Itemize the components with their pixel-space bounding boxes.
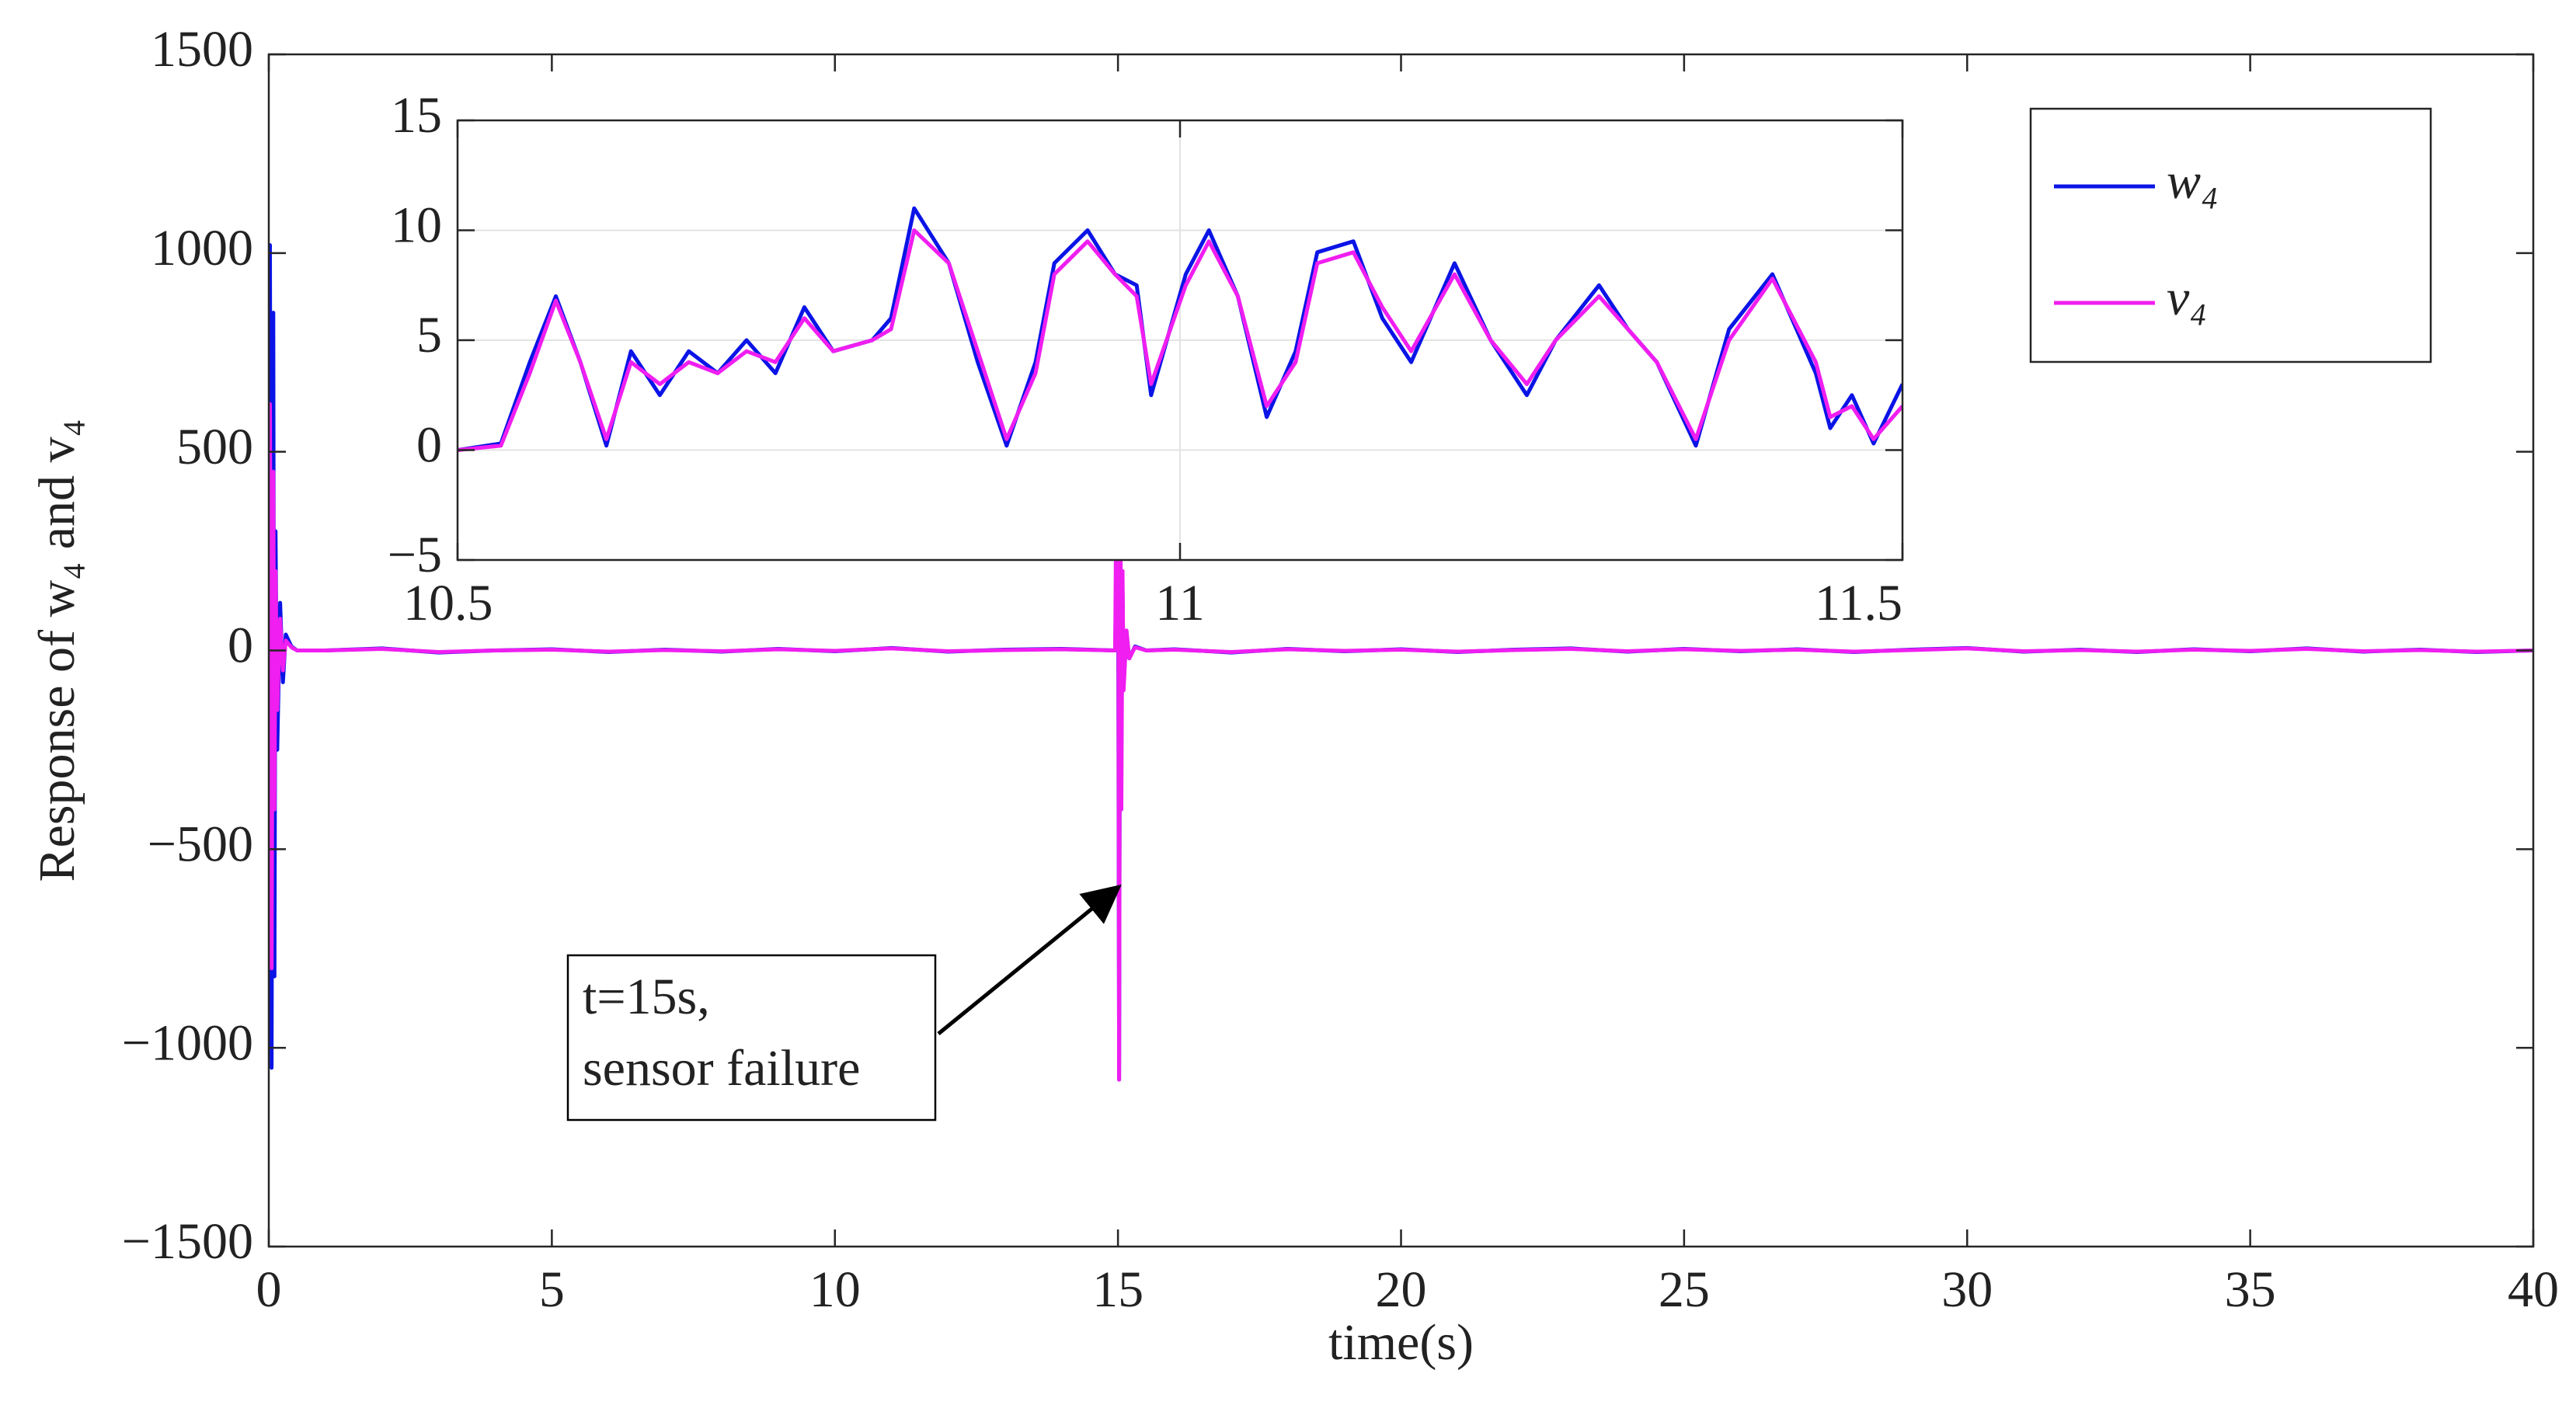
legend-label: v₄ [2167,270,2207,326]
x-tick-label: 40 [2508,1261,2559,1318]
annotation-arrow [937,884,1122,1035]
x-tick-label: 10 [809,1261,861,1318]
y-tick-label: −1500 [122,1213,253,1270]
annotation-box [566,954,937,1122]
y-tick-label: 500 [176,419,253,475]
annotation-text: t=15s, [583,969,710,1025]
x-tick-label: 10.5 [403,575,493,631]
y-tick-label: −1000 [122,1014,253,1071]
x-tick-label: 30 [1941,1261,1993,1318]
x-axis-label: time(s) [1328,1314,1474,1371]
x-tick-label: 5 [539,1261,565,1318]
legend-label: w₄ [2167,153,2219,210]
x-tick-label: 20 [1376,1261,1427,1318]
y-tick-label: −500 [148,816,253,872]
y-tick-label: 15 [391,87,442,144]
legend-box [2029,107,2432,363]
y-tick-label: 0 [416,417,442,474]
x-tick-label: 15 [1092,1261,1144,1318]
series-line [269,251,2533,1082]
y-tick-label: 10 [391,197,442,254]
y-tick-label: 0 [228,617,253,674]
y-tick-label: 5 [416,307,442,363]
x-tick-label: 0 [256,1261,282,1318]
y-tick-label: −5 [388,527,442,583]
y-tick-label: 1500 [151,21,253,78]
y-tick-label: 1000 [151,220,253,276]
y-axis-label: Response of w₄ and v₄ [29,419,85,882]
annotation-text: sensor failure [583,1040,860,1097]
x-tick-label: 25 [1659,1261,1710,1318]
x-tick-label: 11.5 [1815,575,1902,631]
series-line [458,228,1902,452]
x-tick-label: 35 [2225,1261,2276,1318]
x-tick-label: 11 [1155,575,1205,631]
